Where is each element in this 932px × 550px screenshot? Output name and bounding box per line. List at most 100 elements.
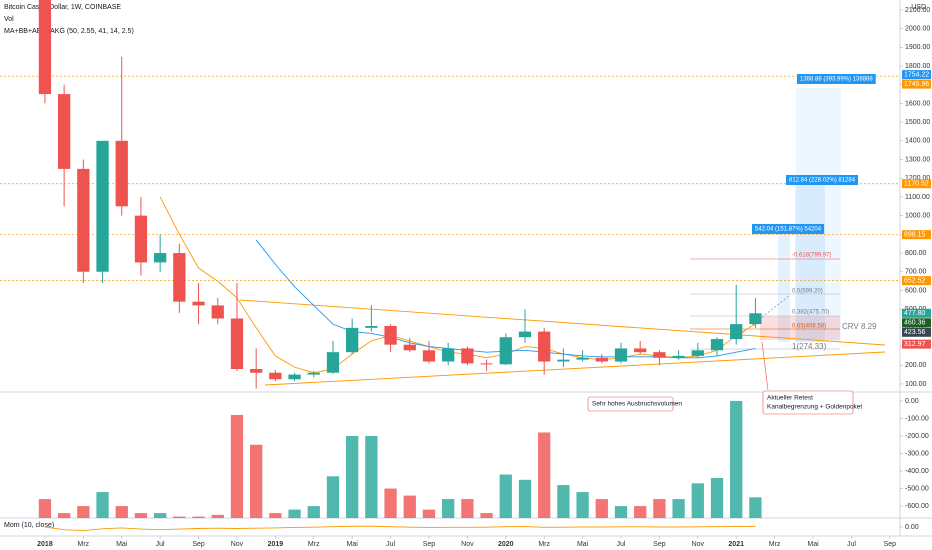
level-label: 1170.52: [904, 181, 929, 188]
y-tick-label: 1900.00: [905, 44, 930, 51]
candle-body: [115, 140, 128, 207]
y-tick-label: 1300.00: [905, 156, 930, 163]
candle-body: [614, 348, 628, 362]
level-label: 423.56: [904, 329, 926, 336]
candle-body: [461, 348, 474, 364]
volume-bar: [672, 499, 685, 518]
candle-body: [365, 325, 378, 328]
volume-bar: [730, 400, 743, 518]
x-tick-label: 2021: [728, 541, 744, 548]
y-tick-label: 1000.00: [905, 212, 930, 219]
drawings: [239, 88, 886, 391]
volume-label: Vol: [4, 16, 14, 23]
pane: [0, 0, 900, 389]
level-label-box: [902, 276, 931, 286]
candle-body: [499, 337, 512, 365]
volume-bar: [634, 506, 647, 518]
x-tick-label: Mai: [807, 541, 819, 548]
x-tick-label: Mrz: [308, 541, 320, 548]
level-label-box: [902, 230, 931, 240]
candle-body: [576, 357, 589, 360]
candle-body: [595, 357, 608, 362]
target-zone: [778, 232, 790, 342]
level-label: 652.52: [904, 277, 926, 284]
target-box: [786, 175, 859, 185]
callout-pointer: [761, 341, 769, 391]
y-tick-label: 600.00: [905, 287, 927, 294]
y-tick-label: 700.00: [905, 269, 927, 276]
y-tick-label: -600.00: [905, 503, 929, 510]
volume-bar: [230, 414, 244, 518]
annotation: CRV 8.29: [842, 322, 877, 331]
candle-body: [57, 94, 71, 169]
callout-box: [587, 396, 674, 412]
candle-body: [96, 140, 109, 272]
x-tick-label: Nov: [461, 541, 474, 548]
target-box: [797, 74, 876, 84]
volume-bar: [250, 444, 263, 518]
volume-bar: [442, 499, 455, 518]
y-tick-label: 2100.00: [905, 7, 930, 14]
candle-body: [384, 325, 397, 345]
x-tick-label: 2020: [498, 541, 514, 548]
volume-bar: [192, 516, 205, 518]
symbol-title: Bitcoin Cash / Dollar, 1W, COINBASE: [4, 4, 121, 11]
x-tick-label: Sep: [653, 541, 666, 548]
candle-body: [442, 348, 455, 362]
y-tick-label: -400.00: [905, 468, 929, 475]
x-tick-label: 2018: [37, 541, 53, 548]
x-tick-label: Nov: [692, 541, 705, 548]
volume-bar: [653, 499, 666, 518]
level-label-box: [902, 327, 931, 337]
level-label-box: [902, 79, 931, 89]
candle-body: [307, 372, 320, 375]
candle-body: [653, 352, 666, 358]
projection-line: [739, 294, 791, 336]
volume-bar: [115, 506, 128, 518]
x-tick-label: Jul: [386, 541, 395, 548]
candle-body: [710, 339, 724, 351]
candle-body: [518, 331, 532, 338]
volume-bar: [346, 435, 359, 518]
volume-bar: [38, 499, 52, 518]
callout-text: Sehr hohes Ausbruchsvolumen: [592, 401, 682, 408]
volume-bar: [173, 516, 186, 518]
candle-body: [403, 344, 416, 351]
callout-box: [762, 390, 854, 415]
volume-bar: [749, 497, 762, 518]
volume-bar: [154, 513, 167, 518]
x-tick-label: Jul: [847, 541, 856, 548]
annotation: -0.618(799.97): [792, 253, 831, 259]
y-tick-label: -500.00: [905, 485, 929, 492]
candle-body: [173, 253, 186, 302]
volume-bar: [461, 499, 474, 518]
volume-bar: [710, 478, 724, 518]
volume-bar: [691, 483, 704, 518]
level-label: 312.97: [904, 341, 926, 348]
x-tick-label: Sep: [423, 541, 436, 548]
volume-bar: [518, 479, 532, 518]
volume-bar: [384, 488, 397, 518]
level-label-box: [902, 308, 931, 318]
volume-bar: [557, 485, 570, 518]
annotation: 0.65(408.58): [792, 324, 826, 330]
indicator-label: MA+BB+AEB+AKG (50, 2.55, 41, 14, 2.5): [4, 28, 134, 35]
pane: [44, 525, 756, 532]
x-tick-label: Sep: [884, 541, 897, 548]
annotation: 0.5(599.20): [792, 289, 823, 295]
x-tick-label: Sep: [192, 541, 205, 548]
x-tick-label: Mrz: [538, 541, 550, 548]
level-label: 898.15: [904, 232, 926, 239]
y-tick-label: 1800.00: [905, 63, 930, 70]
golden-pocket: [760, 316, 840, 340]
y-tick-label: 1200.00: [905, 175, 930, 182]
level-label: 1745.96: [904, 81, 929, 88]
level-label-box: [902, 70, 931, 80]
level-label: 477.80: [904, 310, 926, 317]
volume-bar: [365, 435, 378, 518]
x-tick-label: Mai: [116, 541, 128, 548]
candle-body: [77, 168, 90, 272]
x-tick-label: Nov: [231, 541, 244, 548]
candle-body: [269, 372, 282, 380]
volume-bar: [480, 513, 493, 518]
